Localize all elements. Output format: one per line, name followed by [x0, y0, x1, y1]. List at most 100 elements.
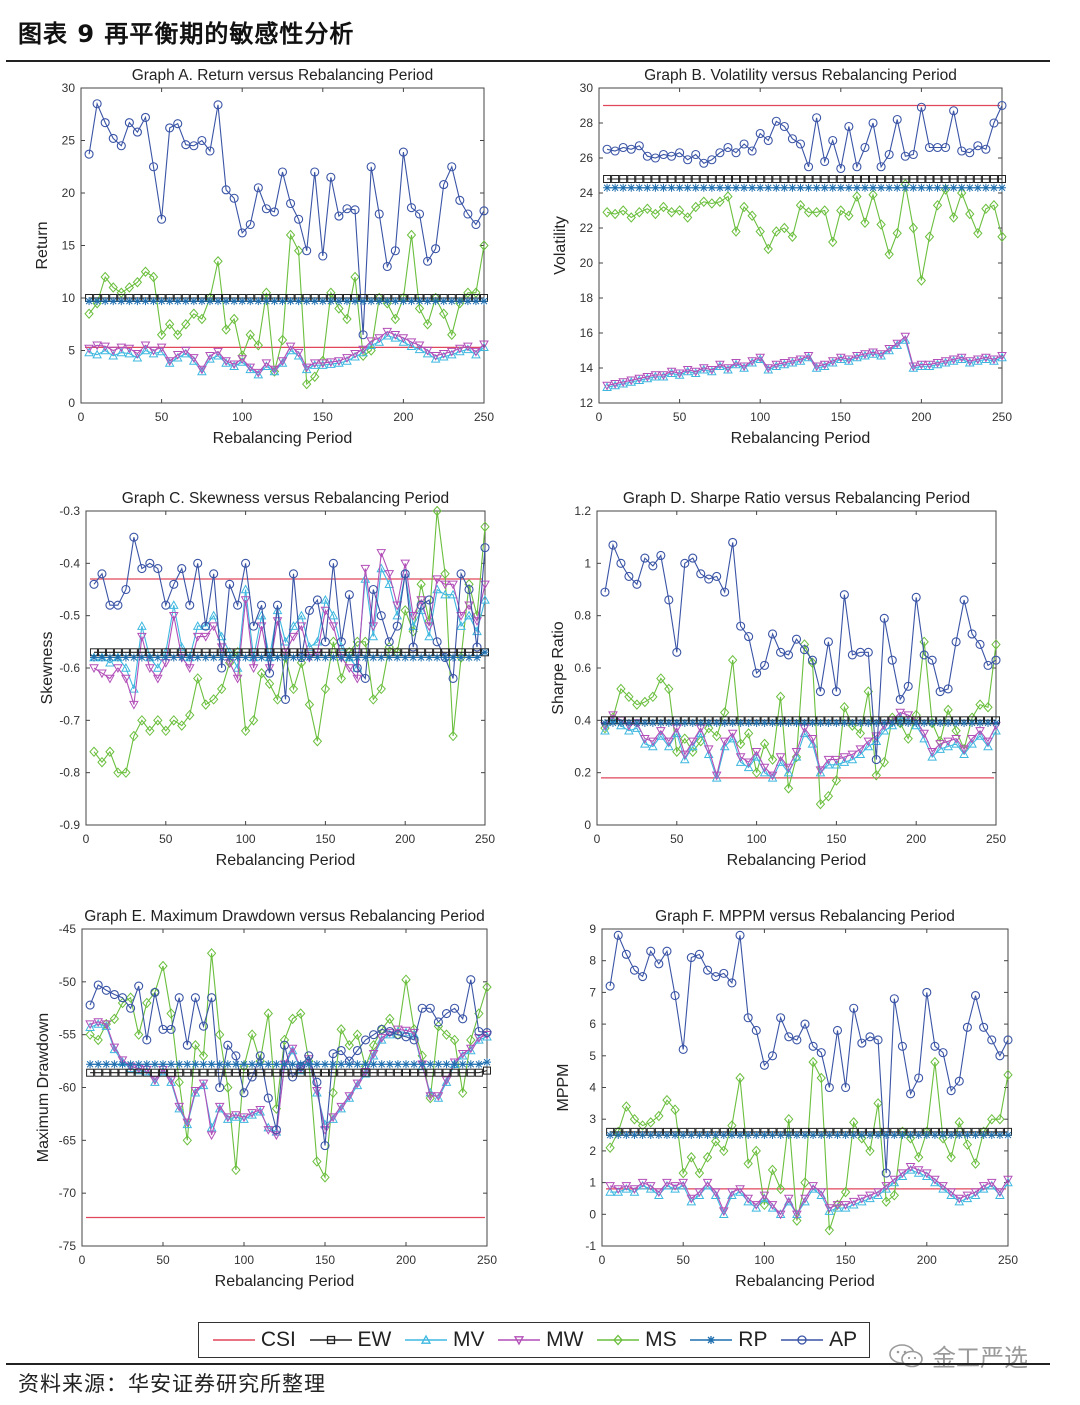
- data-point: [269, 366, 280, 376]
- data-point: [784, 1113, 794, 1125]
- data-point: [743, 758, 754, 768]
- data-point: [755, 128, 765, 139]
- data-point: [924, 360, 935, 370]
- data-point: [740, 183, 749, 192]
- data-point: [887, 655, 897, 665]
- data-point: [100, 271, 110, 283]
- data-point: [261, 204, 271, 214]
- x-tick-label: 250: [998, 1253, 1018, 1267]
- data-point: [954, 1194, 965, 1204]
- data-point: [253, 369, 264, 379]
- y-tick-label: 4: [589, 1081, 596, 1095]
- data-point: [707, 155, 717, 165]
- data-point: [474, 1034, 484, 1043]
- data-point: [799, 645, 810, 655]
- data-point: [344, 664, 355, 674]
- series-line-mw: [88, 330, 485, 374]
- data-point: [914, 1131, 923, 1140]
- data-point: [699, 175, 708, 183]
- data-point: [880, 718, 889, 727]
- data-point: [174, 1103, 185, 1113]
- data-point: [153, 564, 163, 574]
- data-point: [962, 1193, 973, 1203]
- data-point: [400, 605, 410, 616]
- data-point: [955, 1131, 964, 1140]
- data-point: [471, 219, 481, 230]
- data-point: [433, 653, 442, 662]
- y-tick-label: 5: [68, 344, 75, 358]
- x-tick-label: 200: [911, 410, 931, 424]
- data-point: [656, 718, 665, 727]
- data-point: [659, 175, 668, 183]
- data-point: [840, 1186, 851, 1198]
- data-point: [938, 1183, 948, 1193]
- data-point: [912, 718, 921, 727]
- data-point: [237, 228, 247, 238]
- data-point: [121, 662, 131, 672]
- data-point: [105, 653, 114, 662]
- plot-area: [89, 506, 490, 778]
- data-point: [255, 1105, 266, 1115]
- data-point: [951, 738, 961, 748]
- data-point: [621, 1183, 632, 1193]
- series-rp: [606, 1131, 1012, 1140]
- data-point: [482, 981, 492, 993]
- data-point: [400, 569, 410, 579]
- data-point: [175, 1068, 184, 1077]
- data-point: [651, 175, 660, 183]
- data-point: [232, 662, 243, 672]
- data-point: [382, 327, 393, 337]
- legend-marker: [514, 1336, 525, 1346]
- data-point: [241, 653, 250, 662]
- data-point: [930, 1056, 940, 1068]
- data-point: [207, 1068, 216, 1077]
- y-tick-label: 10: [62, 291, 76, 305]
- data-point: [93, 1034, 103, 1046]
- data-point: [707, 198, 717, 209]
- data-point: [877, 183, 886, 192]
- data-point: [463, 297, 472, 306]
- data-point: [479, 342, 489, 352]
- data-point: [351, 297, 360, 306]
- data-point: [414, 209, 425, 219]
- chart-c: Graph C. Skewness versus Rebalancing Per…: [39, 490, 495, 869]
- data-point: [209, 653, 218, 662]
- data-point: [666, 151, 677, 161]
- data-point: [393, 1060, 402, 1069]
- data-point: [447, 162, 457, 172]
- data-point: [767, 754, 778, 765]
- data-point: [895, 694, 905, 704]
- data-point: [133, 1065, 144, 1075]
- watermark: 金工严选: [888, 1338, 1028, 1373]
- data-point: [973, 183, 982, 192]
- data-point: [871, 755, 881, 765]
- y-tick-label: 1.2: [574, 504, 591, 518]
- data-point: [691, 149, 701, 160]
- data-point: [164, 357, 175, 367]
- data-point: [455, 195, 465, 205]
- data-point: [995, 1113, 1005, 1125]
- data-point: [418, 1068, 427, 1077]
- data-point: [231, 1060, 240, 1069]
- data-point: [987, 1131, 996, 1140]
- data-point: [142, 997, 152, 1009]
- data-point: [342, 313, 352, 325]
- series-mw: [605, 1163, 1013, 1220]
- y-tick-label: 26: [580, 151, 594, 165]
- data-point: [839, 757, 850, 766]
- data-point: [775, 1183, 786, 1195]
- data-point: [296, 622, 307, 632]
- legend-item-ap: AP: [779, 1328, 857, 1352]
- data-point: [634, 374, 645, 384]
- data-point: [466, 1034, 476, 1046]
- data-point: [876, 162, 886, 172]
- data-point: [134, 1029, 144, 1040]
- data-point: [856, 1194, 867, 1204]
- data-point: [752, 668, 762, 678]
- data-point: [285, 229, 296, 241]
- data-point: [432, 506, 442, 517]
- data-point: [253, 368, 264, 378]
- data-point: [296, 657, 307, 669]
- data-point: [879, 725, 890, 735]
- data-point: [979, 1022, 989, 1032]
